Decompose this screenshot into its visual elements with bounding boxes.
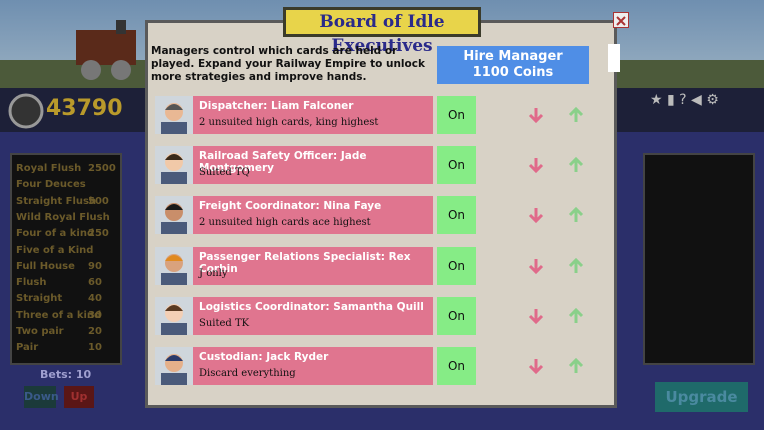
hand-name: Five of a Kind [16,244,94,256]
hand-name: Pair [16,342,39,354]
hand-payout: 60 [88,277,102,289]
manager-name: Logistics Coordinator: Samantha Quill [199,300,424,313]
manager-name: Custodian: Jack Ryder [199,351,329,363]
manager-name: Passenger Relations Specialist: Rex Corb… [199,250,411,275]
hand-payout: 500 [88,195,109,207]
manager-strategy: 2 unsuited high cards ace highest [199,217,371,229]
hand-name: Three of a kind [16,309,102,321]
move-down-button[interactable] [527,206,545,224]
hand-name: Flush [16,277,47,289]
manager-strategy: Suited TQ [199,167,250,179]
modal-description: Managers control which cards are held or… [151,45,425,83]
toggle-button[interactable]: On [437,146,476,185]
manager-row: Freight Coordinator: Nina Faye 2 unsuited… [193,196,433,235]
hand-name: Four Deuces [16,179,86,191]
hand-payout: 90 [88,260,102,272]
toggle-button[interactable]: On [437,347,476,385]
move-up-button[interactable] [567,206,585,224]
toggle-button[interactable]: On [437,296,476,335]
move-up-button[interactable] [567,156,585,174]
close-button[interactable] [613,12,629,28]
manager-name: Freight Coordinator: Nina Faye [199,200,382,213]
manager-name: Railroad Safety Officer: Jade Montgomery [199,150,367,175]
manager-row: Logistics Coordinator: Samantha Quill Sui… [193,296,433,335]
hand-payout: 30 [88,309,102,321]
hand-name: Straight [16,293,63,305]
chip-icon [8,93,44,129]
move-down-button[interactable] [527,357,545,375]
toggle-button[interactable]: On [437,246,476,285]
manager-name: Dispatcher: Liam Falconer [199,100,354,112]
manager-row: Railroad Safety Officer: Jade Montgomery… [193,146,433,185]
hand-name: Four of a kind [16,228,95,240]
hand-payout: 250 [88,228,109,240]
move-up-button[interactable] [567,307,585,325]
hire-cost: 1100 Coins [472,65,554,80]
upgrade-button[interactable]: Upgrade [655,382,748,412]
manager-strategy: 2 unsuited high cards, king highest [199,117,379,128]
move-down-button[interactable] [527,156,545,174]
move-up-button[interactable] [567,357,585,375]
up-button[interactable]: Up [64,386,94,408]
move-up-button[interactable] [567,106,585,124]
manager-avatar [155,96,193,134]
paytable: Royal Flush 2500 Four Deuces Straight Flush… [10,153,122,365]
move-down-button[interactable] [527,257,545,275]
manager-strategy: J only [199,267,228,279]
move-up-button[interactable] [567,257,585,275]
manager-avatar [155,146,193,185]
hand-name: Two pair [16,326,64,337]
manager-row: Dispatcher: Liam Falconer 2 unsuited high… [193,96,433,134]
manager-avatar [155,296,193,335]
down-button[interactable]: Down [24,386,59,408]
manager-strategy: Discard everything [199,368,296,379]
hand-payout: 20 [88,326,102,337]
manager-avatar [155,246,193,285]
manager-strategy: Suited TK [199,317,250,329]
move-down-button[interactable] [527,106,545,124]
manager-row: Custodian: Jack Ryder Discard everything [193,347,433,385]
bets-label: Bets: 10 [40,368,92,381]
hand-name: Royal Flush [16,163,82,174]
hand-name: Wild Royal Flush [16,211,110,223]
move-down-button[interactable] [527,307,545,325]
hand-payout: 40 [88,293,102,305]
coin-count: 43790 [46,96,123,121]
toolbar-icons: ★ ▮ ? ◀ ⚙ [650,92,719,108]
hire-label: Hire Manager [463,49,563,64]
hand-name: Full House [16,260,75,272]
hand-payout: 2500 [88,163,116,174]
manager-row: Passenger Relations Specialist: Rex Corb… [193,246,433,285]
modal-title: Board of Idle Executives [283,7,481,56]
scrollbar[interactable] [608,44,620,72]
side-panel [643,153,755,365]
manager-avatar [155,347,193,385]
toggle-button[interactable]: On [437,96,476,134]
train [76,20,136,80]
hand-payout: 10 [88,342,102,354]
toggle-button[interactable]: On [437,196,476,235]
manager-avatar [155,196,193,235]
hand-name: Straight Flush [16,195,97,207]
hire-button[interactable]: Hire Manager 1100 Coins [437,46,589,84]
